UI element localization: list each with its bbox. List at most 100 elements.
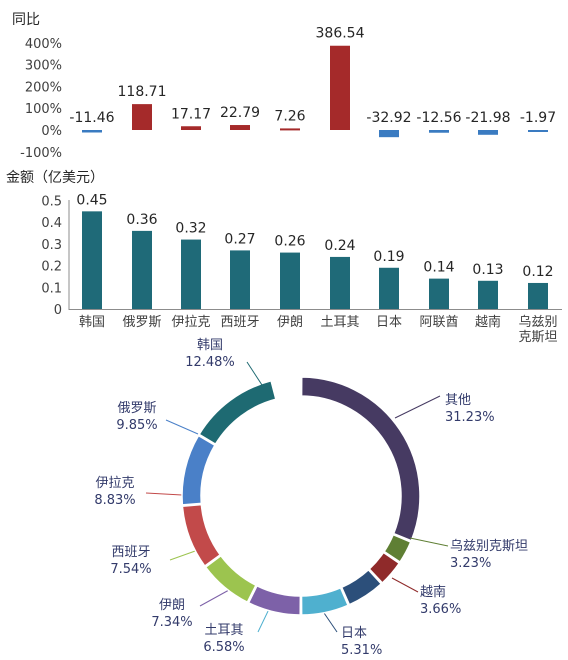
donut-slice-percent: 5.31% — [341, 643, 382, 658]
yoy-y-tick: 300% — [25, 59, 62, 74]
amount-y-tick: 0.2 — [41, 260, 62, 275]
amount-value-label: 0.24 — [324, 238, 355, 254]
amount-bar — [132, 230, 152, 309]
donut-leader-line — [321, 609, 338, 633]
donut-slice — [181, 434, 216, 506]
donut-slice-name: 韩国 — [197, 338, 223, 353]
amount-bar — [330, 256, 350, 309]
donut-leader-line — [391, 577, 419, 593]
yoy-bar — [230, 125, 250, 130]
yoy-value-label: 118.71 — [118, 84, 167, 100]
amount-bar — [429, 278, 449, 309]
amount-y-tick: 0.4 — [41, 216, 62, 231]
yoy-value-label: 7.26 — [274, 108, 305, 124]
donut-slice-name: 乌兹别克斯坦 — [450, 538, 528, 554]
amount-category-label: 伊拉克 — [171, 315, 210, 330]
amount-bar — [528, 282, 548, 309]
yoy-value-label: -11.46 — [69, 110, 114, 126]
donut-slice-percent: 7.54% — [110, 562, 151, 577]
amount-value-label: 0.12 — [522, 264, 553, 280]
yoy-bar — [132, 104, 152, 130]
yoy-axis-title: 同比 — [12, 12, 40, 28]
donut-slice-percent: 7.34% — [151, 615, 192, 630]
donut-slice-name: 伊拉克 — [95, 476, 134, 491]
yoy-bar — [379, 130, 399, 138]
yoy-y-tick: 0% — [41, 124, 62, 139]
donut-slice — [247, 584, 302, 616]
yoy-bar — [181, 126, 201, 130]
amount-value-label: 0.36 — [126, 212, 157, 228]
yoy-value-label: -12.56 — [416, 110, 461, 126]
donut-leader-line — [169, 549, 199, 561]
donut-slice — [300, 376, 421, 542]
yoy-y-tick: 400% — [25, 37, 62, 52]
amount-bar — [82, 211, 102, 309]
amount-category-label: 韩国 — [79, 315, 105, 330]
yoy-bar — [429, 130, 449, 133]
yoy-value-label: 386.54 — [316, 26, 365, 42]
amount-value-label: 0.13 — [472, 262, 503, 278]
amount-bar — [379, 267, 399, 309]
donut-slice-percent: 8.83% — [94, 493, 135, 508]
yoy-bar — [82, 130, 102, 133]
amount-category-label: 乌兹别 — [518, 314, 557, 330]
amount-y-tick: 0 — [54, 303, 62, 318]
amount-category-label: 日本 — [376, 315, 402, 330]
amount-bar — [280, 252, 300, 309]
amount-y-tick: 0.1 — [41, 281, 62, 296]
yoy-y-tick: 100% — [25, 102, 62, 117]
donut-slice — [204, 554, 257, 604]
donut-leader-line — [165, 419, 199, 435]
donut-slice-percent: 6.58% — [203, 640, 244, 655]
amount-value-label: 0.14 — [423, 260, 454, 276]
donut-slice-name: 越南 — [420, 584, 446, 600]
amount-category-label: 伊朗 — [277, 315, 303, 330]
amount-value-label: 0.45 — [76, 192, 107, 208]
amount-bar — [181, 239, 201, 309]
yoy-value-label: 22.79 — [220, 105, 260, 121]
yoy-y-tick: -100% — [20, 146, 62, 161]
donut-slice — [198, 379, 277, 446]
donut-leader-line — [246, 361, 263, 386]
amount-value-label: 0.32 — [175, 221, 206, 237]
amount-category-label: 西班牙 — [220, 315, 259, 330]
amount-value-label: 0.26 — [274, 234, 305, 250]
donut-slice-percent: 31.23% — [445, 410, 495, 425]
amount-y-tick: 0.5 — [41, 195, 62, 210]
yoy-value-label: 17.17 — [171, 106, 211, 122]
donut-leader-line — [257, 606, 271, 633]
donut-leader-line — [199, 589, 230, 607]
donut-slice-percent: 12.48% — [185, 355, 235, 370]
donut-slice-percent: 3.66% — [420, 602, 461, 617]
yoy-bar — [280, 128, 300, 131]
donut-slice-name: 伊朗 — [159, 598, 185, 613]
amount-value-label: 0.19 — [373, 249, 404, 265]
yoy-bar — [330, 45, 350, 130]
amount-category-label: 越南 — [475, 314, 501, 330]
donut-leader-line — [394, 395, 441, 419]
amount-category-label: 阿联酋 — [419, 314, 458, 330]
donut-slice — [383, 533, 412, 564]
yoy-bar — [528, 130, 548, 132]
yoy-value-label: -1.97 — [520, 110, 556, 126]
donut-slice-percent: 9.85% — [116, 418, 157, 433]
donut-slice-percent: 3.23% — [450, 556, 491, 571]
amount-category-label: 俄罗斯 — [122, 315, 161, 330]
yoy-bar — [478, 130, 498, 135]
amount-y-tick: 0.3 — [41, 238, 62, 253]
amount-value-label: 0.27 — [224, 231, 255, 247]
amount-category-label: 土耳其 — [320, 315, 359, 330]
amount-bar — [478, 280, 498, 309]
donut-slice-name: 其他 — [445, 393, 471, 408]
donut-slice-name: 西班牙 — [111, 545, 150, 560]
amount-category-label: 克斯坦 — [518, 330, 557, 345]
donut-leader-line — [409, 537, 449, 547]
donut-slice — [340, 568, 383, 606]
donut-slice — [300, 586, 350, 616]
yoy-y-tick: 200% — [25, 80, 62, 95]
donut-leader-line — [145, 492, 183, 496]
donut-slice — [368, 551, 401, 584]
donut-slice-name: 土耳其 — [204, 623, 243, 638]
yoy-value-label: -21.98 — [465, 110, 510, 126]
